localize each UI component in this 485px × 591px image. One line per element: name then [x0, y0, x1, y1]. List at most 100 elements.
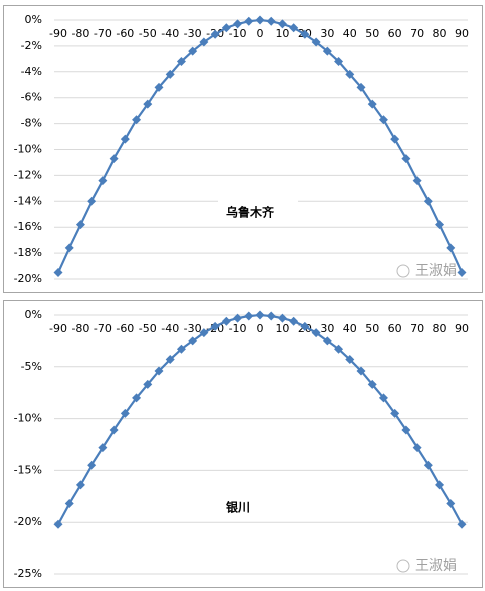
- marker: [154, 82, 164, 92]
- marker: [233, 19, 243, 29]
- x-tick-label: -10: [229, 27, 247, 40]
- x-tick-label: -40: [161, 322, 179, 335]
- x-tick-label: -70: [94, 322, 112, 335]
- marker: [98, 176, 108, 186]
- marker: [210, 321, 220, 331]
- marker: [334, 344, 344, 354]
- marker: [165, 69, 175, 79]
- marker: [412, 443, 422, 453]
- y-tick-label: -20%: [14, 515, 42, 528]
- marker: [98, 443, 108, 453]
- x-tick-label: 60: [388, 27, 402, 40]
- x-tick-label: -40: [161, 27, 179, 40]
- marker: [53, 268, 63, 278]
- marker: [109, 425, 119, 435]
- marker: [311, 328, 321, 338]
- marker: [345, 355, 355, 365]
- marker: [322, 336, 332, 346]
- marker: [199, 328, 209, 338]
- marker: [75, 480, 85, 490]
- marker: [75, 220, 85, 230]
- marker: [176, 56, 186, 66]
- watermark: 王淑娟: [415, 558, 457, 574]
- x-tick-label: 50: [365, 27, 379, 40]
- marker: [446, 243, 456, 253]
- marker: [233, 313, 243, 323]
- x-tick-label: 0: [257, 322, 264, 335]
- marker: [244, 16, 254, 26]
- x-tick-label: -90: [49, 322, 67, 335]
- y-tick-label: -16%: [14, 220, 42, 233]
- marker: [210, 29, 220, 39]
- y-tick-label: -14%: [14, 194, 42, 207]
- marker: [64, 499, 74, 509]
- y-tick-label: -4%: [21, 65, 42, 78]
- marker: [132, 115, 142, 125]
- marker: [378, 115, 388, 125]
- marker: [289, 23, 299, 33]
- marker: [143, 379, 153, 389]
- marker: [64, 243, 74, 253]
- marker: [221, 316, 231, 326]
- y-tick-label: -25%: [14, 567, 42, 580]
- annotation: 乌鲁木齐: [226, 205, 275, 220]
- x-tick-label: 30: [320, 322, 334, 335]
- marker: [446, 499, 456, 509]
- marker: [120, 408, 130, 418]
- marker: [87, 196, 97, 206]
- x-tick-label: -50: [139, 27, 157, 40]
- marker: [390, 408, 400, 418]
- marker: [176, 344, 186, 354]
- marker: [390, 134, 400, 144]
- y-tick-label: -2%: [21, 39, 42, 52]
- marker: [266, 311, 276, 321]
- marker: [188, 336, 198, 346]
- marker: [120, 134, 130, 144]
- x-tick-label: -80: [71, 322, 89, 335]
- x-tick-label: 60: [388, 322, 402, 335]
- x-tick-label: -30: [184, 322, 202, 335]
- y-tick-label: -12%: [14, 168, 42, 181]
- watermark-icon: [396, 559, 410, 573]
- marker: [109, 154, 119, 164]
- marker: [367, 99, 377, 109]
- marker: [423, 460, 433, 470]
- x-tick-label: 70: [410, 27, 424, 40]
- marker: [322, 46, 332, 56]
- marker: [165, 355, 175, 365]
- marker: [356, 82, 366, 92]
- marker: [87, 460, 97, 470]
- x-tick-label: 10: [275, 322, 289, 335]
- marker: [435, 480, 445, 490]
- y-tick-label: -10%: [14, 412, 42, 425]
- x-tick-label: 40: [343, 27, 357, 40]
- y-tick-label: -18%: [14, 246, 42, 259]
- annotation-bg: [218, 200, 298, 226]
- marker: [300, 29, 310, 39]
- marker: [53, 519, 63, 529]
- marker: [334, 56, 344, 66]
- x-tick-label: 90: [455, 322, 469, 335]
- x-tick-label: 50: [365, 322, 379, 335]
- x-tick-label: -30: [184, 27, 202, 40]
- annotation-bg: [218, 495, 298, 521]
- y-tick-label: -6%: [21, 91, 42, 104]
- marker: [457, 519, 467, 529]
- x-tick-label: 0: [257, 27, 264, 40]
- marker: [188, 46, 198, 56]
- marker: [143, 99, 153, 109]
- marker: [345, 69, 355, 79]
- x-tick-label: -90: [49, 27, 67, 40]
- y-tick-label: 0%: [25, 308, 42, 321]
- y-tick-label: -10%: [14, 143, 42, 156]
- marker: [412, 176, 422, 186]
- marker: [457, 268, 467, 278]
- marker: [277, 19, 287, 29]
- y-tick-label: -15%: [14, 463, 42, 476]
- marker: [378, 393, 388, 403]
- x-tick-label: 90: [455, 27, 469, 40]
- marker: [435, 220, 445, 230]
- marker: [401, 425, 411, 435]
- y-tick-label: -5%: [21, 360, 42, 373]
